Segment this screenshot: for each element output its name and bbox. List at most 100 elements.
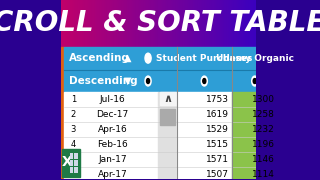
Bar bbox=[74, 153, 78, 159]
Bar bbox=[239, 0, 242, 47]
Bar bbox=[83, 0, 86, 47]
Bar bbox=[229, 0, 232, 47]
Bar bbox=[68, 0, 71, 47]
Text: Dec-17: Dec-17 bbox=[96, 110, 129, 119]
Bar bbox=[158, 137, 177, 152]
Text: 1571: 1571 bbox=[206, 155, 229, 164]
Circle shape bbox=[147, 78, 149, 84]
Bar bbox=[177, 137, 232, 152]
Bar bbox=[177, 152, 232, 167]
Text: Ascending: Ascending bbox=[68, 53, 130, 63]
Text: ▲: ▲ bbox=[124, 53, 132, 63]
Text: Jul-16: Jul-16 bbox=[100, 95, 125, 104]
Bar bbox=[183, 0, 186, 47]
Bar bbox=[246, 0, 250, 47]
Bar bbox=[60, 0, 64, 47]
Bar bbox=[75, 0, 78, 47]
Bar bbox=[109, 0, 113, 47]
Text: 1753: 1753 bbox=[206, 95, 229, 104]
Bar bbox=[244, 0, 247, 47]
Bar bbox=[177, 122, 232, 137]
Bar bbox=[158, 152, 177, 167]
Bar bbox=[97, 0, 100, 47]
Bar bbox=[134, 0, 137, 47]
Bar bbox=[122, 0, 125, 47]
Bar bbox=[64, 47, 158, 70]
Text: 2: 2 bbox=[71, 110, 76, 119]
Bar bbox=[64, 152, 158, 167]
Bar bbox=[171, 0, 174, 47]
Bar bbox=[232, 122, 278, 137]
Bar bbox=[193, 0, 196, 47]
Bar bbox=[188, 0, 191, 47]
Text: Apr-16: Apr-16 bbox=[98, 125, 127, 134]
Bar bbox=[102, 0, 105, 47]
Bar bbox=[154, 0, 156, 47]
Text: ▼: ▼ bbox=[124, 76, 132, 86]
Text: 1232: 1232 bbox=[252, 125, 275, 134]
Bar bbox=[136, 0, 140, 47]
Bar bbox=[178, 0, 181, 47]
Bar bbox=[195, 0, 198, 47]
Bar bbox=[158, 47, 177, 70]
Text: 3: 3 bbox=[70, 125, 76, 134]
Bar bbox=[234, 0, 237, 47]
Bar bbox=[80, 0, 83, 47]
Bar bbox=[185, 0, 188, 47]
Bar bbox=[146, 0, 149, 47]
Bar bbox=[149, 0, 152, 47]
Circle shape bbox=[201, 76, 207, 86]
Bar bbox=[107, 0, 110, 47]
Bar bbox=[224, 0, 228, 47]
Text: 1146: 1146 bbox=[252, 155, 275, 164]
Bar bbox=[232, 137, 278, 152]
Text: ∧: ∧ bbox=[163, 94, 172, 104]
Bar bbox=[180, 0, 183, 47]
Bar bbox=[207, 0, 211, 47]
Circle shape bbox=[145, 53, 151, 63]
Bar bbox=[112, 0, 115, 47]
Bar bbox=[141, 0, 144, 47]
Bar bbox=[232, 107, 278, 122]
Text: 6: 6 bbox=[70, 170, 76, 179]
Text: 1196: 1196 bbox=[252, 140, 275, 149]
Bar bbox=[232, 47, 278, 70]
Bar bbox=[166, 0, 169, 47]
Bar bbox=[100, 0, 103, 47]
Bar bbox=[242, 0, 245, 47]
Text: 1258: 1258 bbox=[252, 110, 275, 119]
Bar bbox=[127, 0, 130, 47]
Text: Descending: Descending bbox=[68, 76, 137, 86]
Bar bbox=[160, 109, 175, 125]
Text: X: X bbox=[62, 155, 73, 169]
Bar bbox=[70, 0, 74, 47]
Bar bbox=[232, 167, 278, 180]
Bar bbox=[160, 93, 176, 105]
Bar bbox=[177, 47, 232, 70]
Bar bbox=[217, 0, 220, 47]
Bar bbox=[177, 167, 232, 180]
Bar bbox=[232, 0, 235, 47]
Bar bbox=[176, 0, 179, 47]
Bar bbox=[203, 0, 205, 47]
Bar bbox=[158, 107, 177, 122]
Bar bbox=[220, 0, 223, 47]
Text: 1507: 1507 bbox=[206, 170, 229, 179]
Bar bbox=[78, 0, 81, 47]
Text: 1529: 1529 bbox=[206, 125, 229, 134]
Bar bbox=[177, 107, 232, 122]
Bar bbox=[115, 0, 117, 47]
Bar bbox=[139, 0, 142, 47]
Bar bbox=[163, 0, 166, 47]
Bar bbox=[158, 93, 177, 107]
Bar bbox=[254, 0, 257, 47]
Text: 5: 5 bbox=[71, 155, 76, 164]
Bar bbox=[158, 70, 177, 93]
Bar bbox=[117, 0, 120, 47]
Bar bbox=[95, 0, 98, 47]
Bar bbox=[92, 0, 95, 47]
Circle shape bbox=[252, 76, 258, 86]
Bar bbox=[132, 0, 135, 47]
Text: Apr-17: Apr-17 bbox=[98, 170, 127, 179]
Bar bbox=[210, 0, 213, 47]
